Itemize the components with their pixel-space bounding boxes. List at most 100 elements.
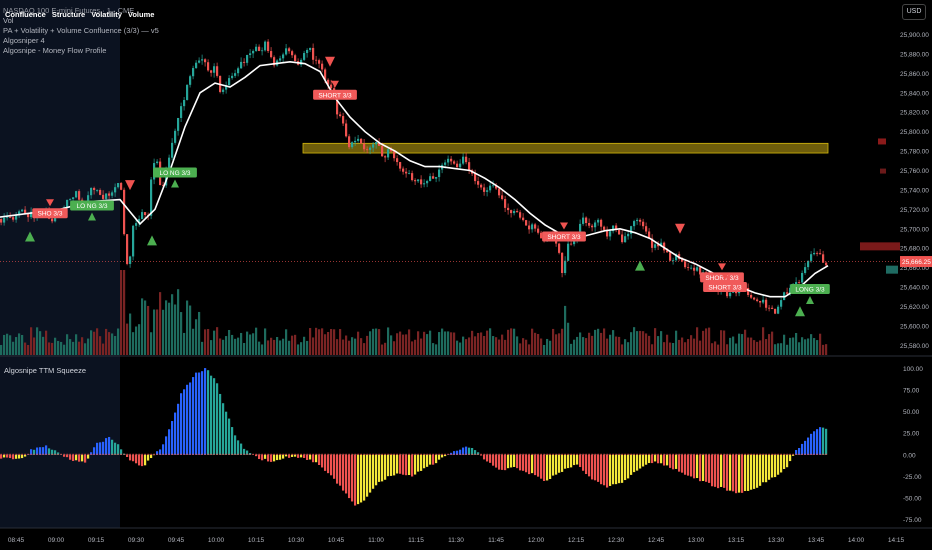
squeeze-dot: [282, 453, 284, 455]
volume-bar: [282, 338, 285, 355]
volume-bar: [591, 335, 594, 355]
volume-bar: [396, 333, 399, 355]
candle-body: [759, 300, 762, 303]
squeeze-dot: [558, 453, 560, 455]
squeeze-dot: [387, 453, 389, 455]
time-tick-label: 12:45: [648, 537, 665, 544]
squeeze-dot: [51, 453, 53, 455]
squeeze-dot: [273, 453, 275, 455]
candle-body: [102, 194, 105, 199]
candle-body: [129, 256, 132, 264]
volume-bar: [822, 344, 825, 355]
candle-body: [528, 225, 531, 230]
triangle-up-icon: [147, 235, 157, 246]
volume-bar: [774, 344, 777, 355]
squeeze-bar: [459, 449, 462, 455]
squeeze-dot: [426, 453, 428, 455]
squeeze-bar: [744, 454, 747, 492]
chip-volatility[interactable]: Volatility: [91, 10, 122, 19]
volume-bar: [804, 339, 807, 355]
volume-bar: [798, 342, 801, 355]
volume-bar: [693, 338, 696, 355]
squeeze-dot: [12, 453, 14, 455]
time-tick-label: 13:15: [728, 537, 745, 544]
volume-bar: [738, 333, 741, 355]
chip-confluence[interactable]: Confluence: [5, 10, 46, 19]
squeeze-bar: [348, 454, 351, 499]
price-tick-label: 25,760.00: [900, 168, 929, 175]
squeeze-dot: [705, 453, 707, 455]
squeeze-bar: [726, 454, 729, 491]
candle-body: [573, 239, 576, 245]
squeeze-dot: [573, 453, 575, 455]
candle-body: [750, 294, 753, 298]
triangle-up-icon: [795, 306, 805, 317]
squeeze-bar: [291, 454, 294, 457]
squeeze-bar: [351, 454, 354, 502]
volume-bar: [555, 334, 558, 355]
squeeze-bar: [636, 454, 639, 471]
volume-bar: [30, 327, 33, 355]
candle-body: [600, 219, 603, 227]
squeeze-bar: [633, 454, 636, 473]
volume-bar: [330, 329, 333, 355]
signal-label: LO NG 3/3: [159, 170, 190, 177]
squeeze-bar: [657, 454, 660, 464]
squeeze-dot: [777, 453, 779, 455]
squeeze-dot: [18, 453, 20, 455]
indicator-confluence[interactable]: PA + Volatility + Volume Confluence (3/3…: [3, 26, 159, 35]
volume-bar: [609, 334, 612, 355]
volume-bar: [615, 336, 618, 355]
indicator-vol[interactable]: Vol: [3, 16, 14, 25]
volume-bar: [165, 300, 168, 355]
volume-bar: [459, 342, 462, 355]
volume-bar: [189, 305, 192, 355]
volume-bar: [57, 340, 60, 355]
candle-body: [291, 51, 294, 56]
chip-volume[interactable]: Volume: [127, 10, 155, 19]
squeeze-bar: [375, 454, 378, 486]
squeeze-bar: [345, 454, 348, 494]
squeeze-bar: [480, 454, 483, 456]
candle-body: [87, 195, 90, 204]
squeeze-dot: [570, 453, 572, 455]
squeeze-dot: [216, 453, 218, 455]
squeeze-dot: [618, 453, 620, 455]
indicator-algosniper[interactable]: Algosniper 4: [3, 36, 45, 45]
candle-body: [597, 219, 600, 223]
volume-bar: [39, 331, 42, 355]
volume-bar: [525, 339, 528, 355]
volume-bar: [237, 337, 240, 355]
long-signal: LO NG 3/3: [70, 200, 114, 221]
currency-button[interactable]: USD: [902, 4, 926, 20]
candle-body: [627, 233, 630, 237]
candle-body: [648, 231, 651, 239]
long-arrow-icon: [171, 179, 179, 188]
volume-bar: [699, 340, 702, 355]
candle-body: [612, 225, 615, 232]
candle-body: [204, 59, 207, 63]
squeeze-dot: [129, 453, 131, 455]
squeeze-dot: [378, 453, 380, 455]
squeeze-bar: [408, 454, 411, 476]
squeeze-bar: [195, 372, 198, 455]
candle-body: [303, 53, 306, 60]
squeeze-bar: [45, 445, 48, 455]
squeeze-bar: [777, 454, 780, 475]
candle-body: [426, 180, 429, 184]
chip-structure[interactable]: Structure: [51, 10, 86, 19]
volume-bar: [369, 331, 372, 355]
volume-bar: [153, 309, 156, 355]
indicator-money-flow[interactable]: Algosnipe - Money Flow Profile: [3, 46, 107, 55]
squeeze-bar: [492, 454, 495, 466]
squeeze-dot: [141, 453, 143, 455]
squeeze-bar: [126, 454, 129, 457]
squeeze-bar: [594, 454, 597, 481]
squeeze-dot: [480, 453, 482, 455]
squeeze-dot: [132, 453, 134, 455]
candle-body: [72, 197, 75, 200]
squeeze-bar: [621, 454, 624, 483]
volume-bar: [498, 339, 501, 355]
squeeze-bar: [738, 454, 741, 493]
